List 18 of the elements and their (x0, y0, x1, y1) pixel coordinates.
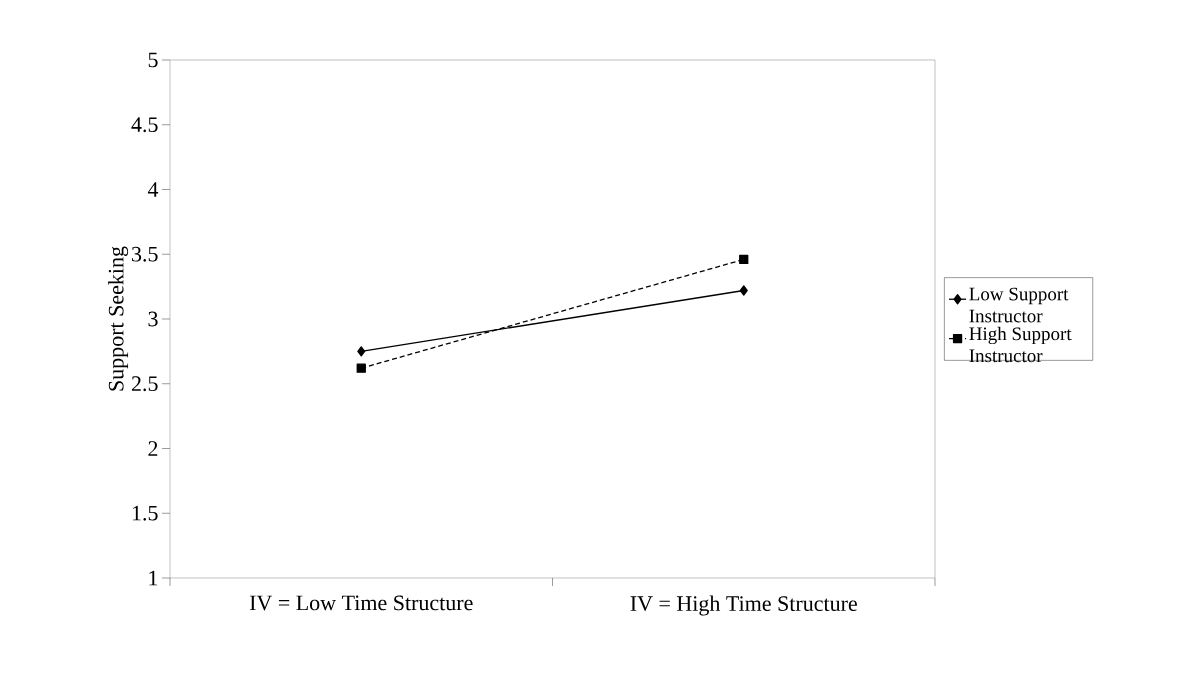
y-tick-label: 3 (148, 311, 158, 327)
y-tick-label: 2.5 (131, 376, 158, 392)
y-tick-label: 3.5 (132, 246, 158, 262)
y-tick-label: 5 (148, 52, 158, 68)
legend-label: High Support Instructor (969, 326, 1072, 363)
y-tick-label: 1.5 (132, 505, 158, 521)
point (739, 254, 749, 265)
y-tick-label: 2 (148, 441, 158, 456)
point (739, 285, 748, 296)
point (356, 363, 366, 373)
y-tick-label: 4 (147, 182, 159, 197)
point (357, 346, 366, 357)
x-tick-label: IV = Low Time Structure (249, 595, 473, 611)
y-tick-label: 1 (149, 570, 158, 586)
legend-label: Low Support Instructor (969, 287, 1069, 323)
y-tick-label: 4.5 (131, 117, 158, 133)
y-axis-title: Support Seeking (108, 246, 129, 391)
x-tick-label: IV = High Time Structure (630, 595, 857, 616)
